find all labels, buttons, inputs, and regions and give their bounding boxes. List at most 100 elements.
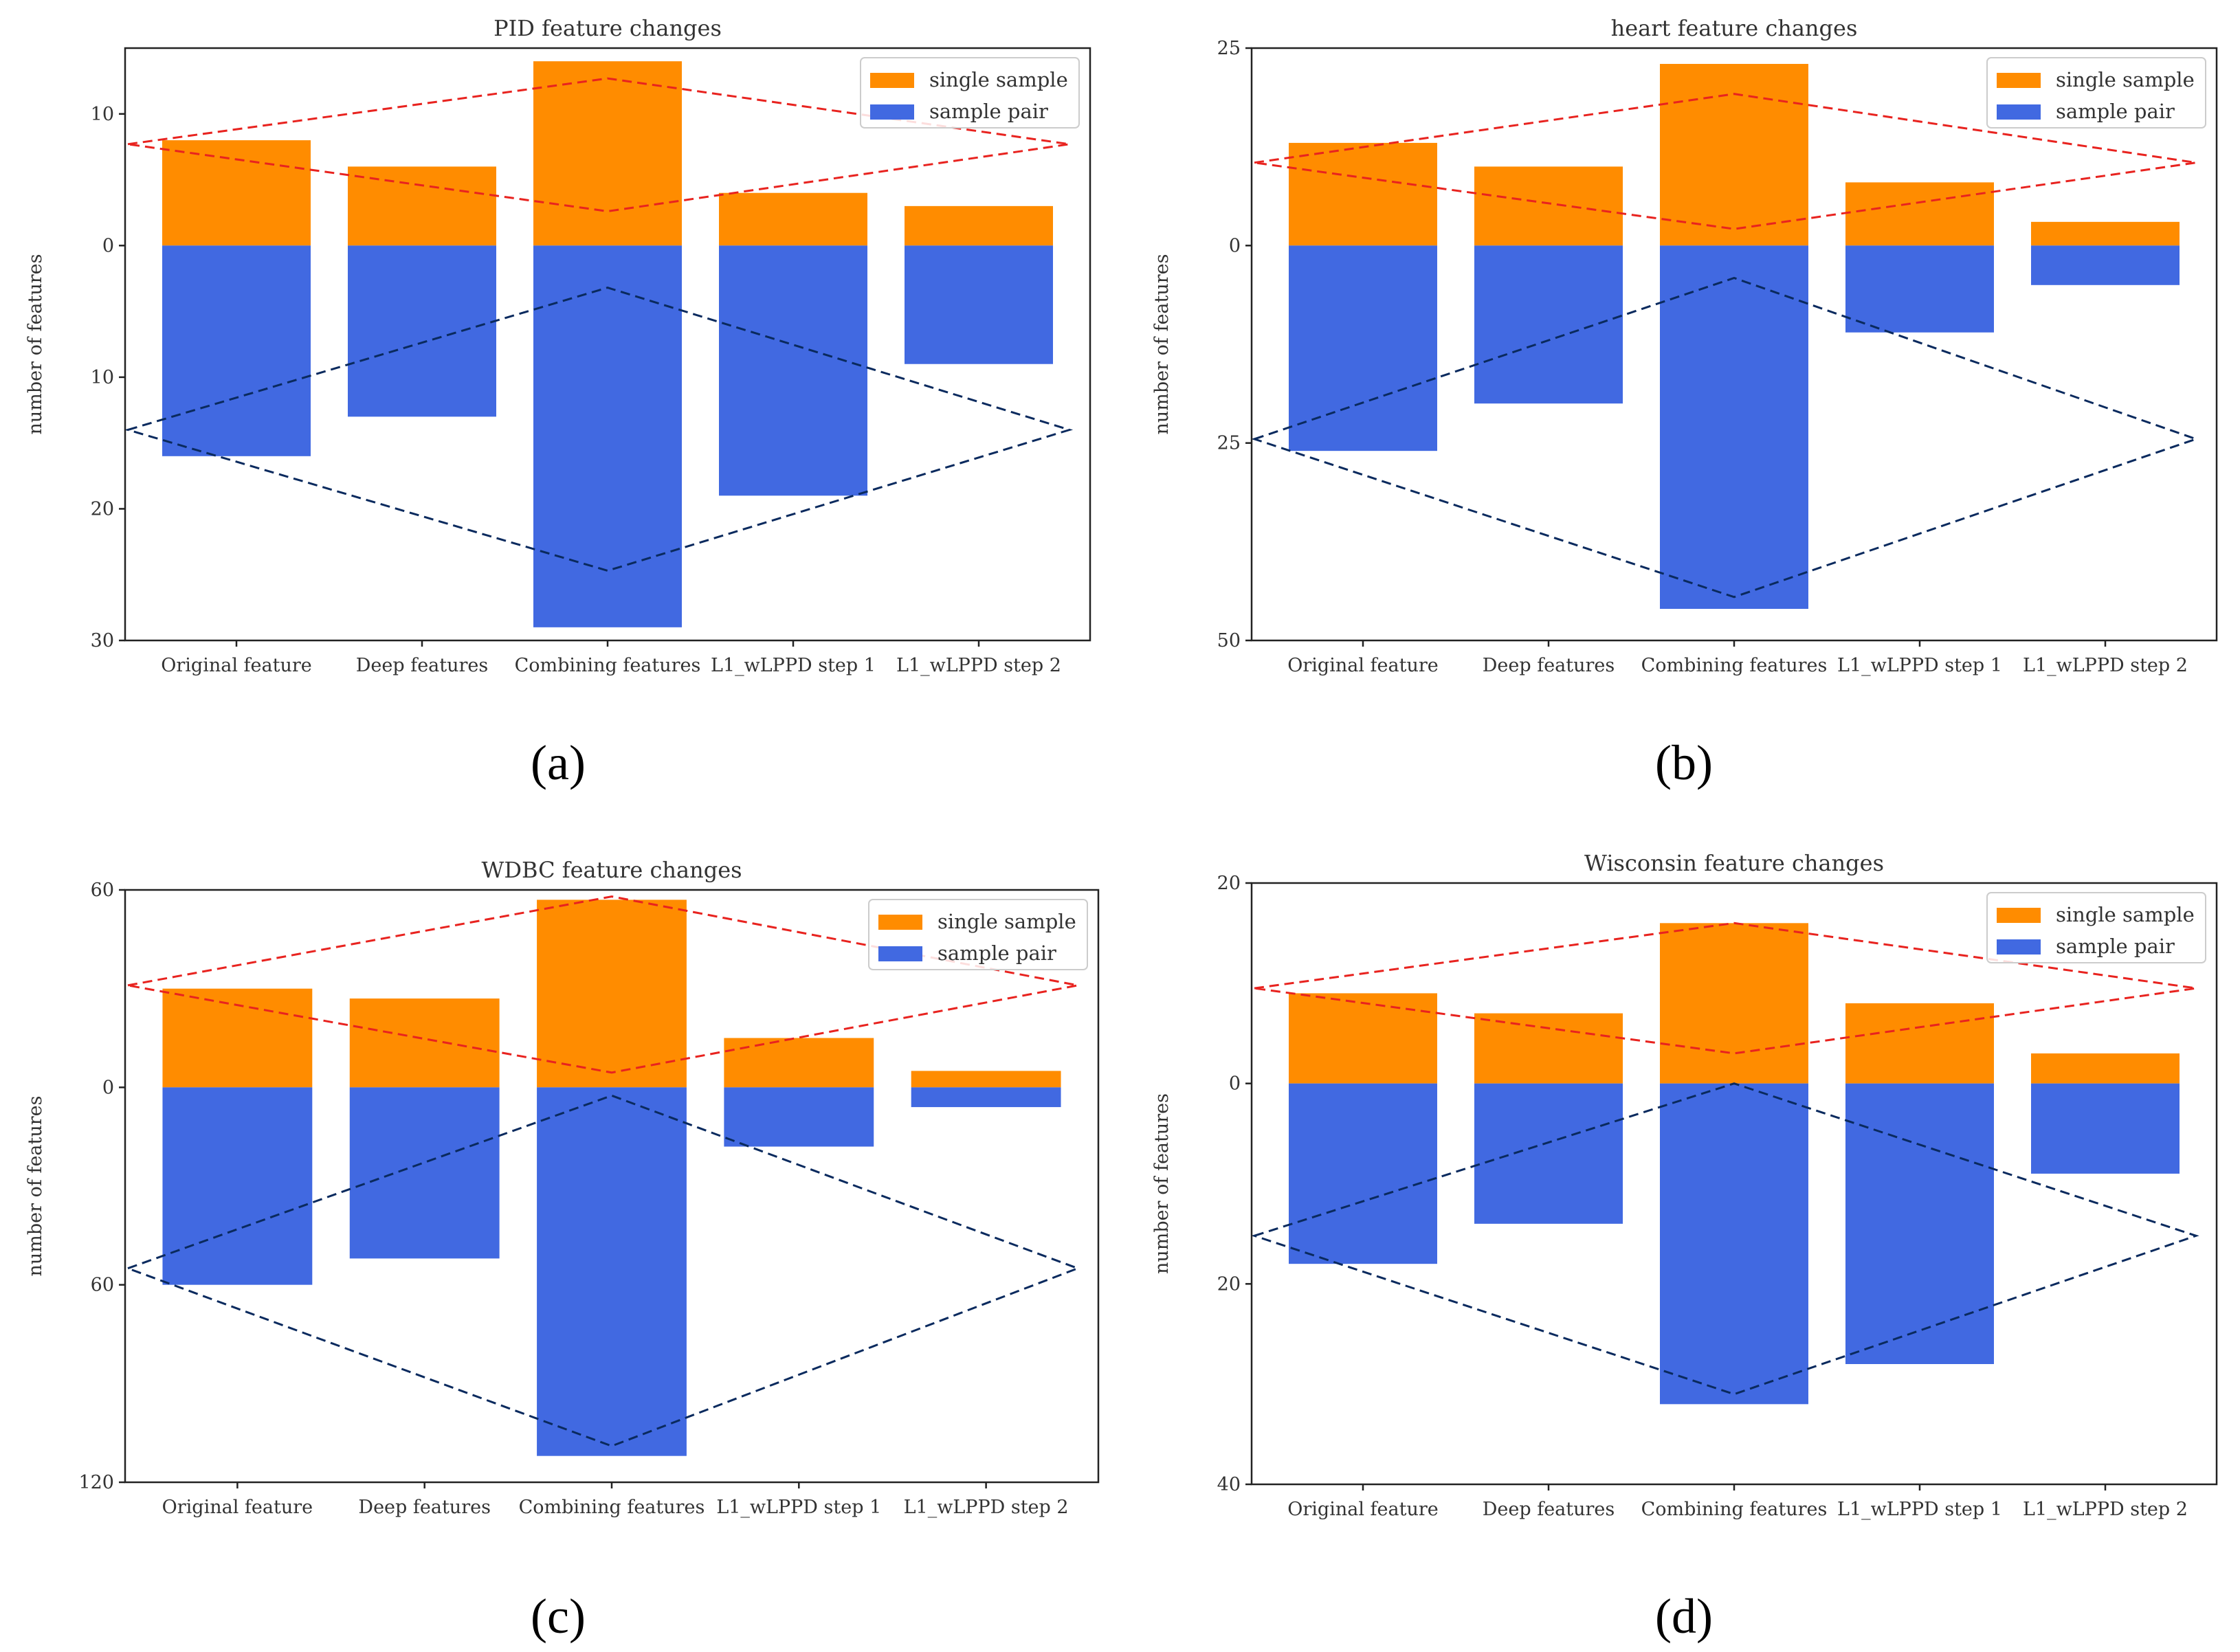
panel-d-chart-title: Wisconsin feature changes [1584,850,1884,876]
panel-b-sample-pair-bar-2 [1474,245,1623,404]
panel-c-x-tick-label-3: Combining features [519,1497,705,1518]
panel-c-sample-pair-bar-5 [911,1087,1061,1108]
panel-d-sample-pair-bar-5 [2031,1083,2180,1174]
panel-b-x-tick-label-3: Combining features [1641,655,1828,676]
panel-b-sample-pair-bar-5 [2031,245,2180,285]
panel-d-x-tick-label-1: Original feature [1287,1499,1439,1520]
panel-d-sample-pair-bar-2 [1474,1083,1623,1224]
panel-label-b: (b) [1655,735,1713,790]
panel-d-sample-pair-bar-3 [1660,1083,1808,1405]
panel-d-single-sample-bar-2 [1474,1013,1623,1084]
panel-b-y-tick-label-2: 25 [1217,433,1241,454]
panel-d-single-sample-bar-3 [1660,923,1808,1084]
panel-a-upper-dashed-outline [127,77,1070,213]
panel-d-y-axis-label: number of features [1151,1093,1173,1274]
panel-a-x-tick-label-3: Combining features [515,655,701,676]
panel-a-y-tick-label-1: 30 [91,630,114,651]
panel-d-lower-dashed-outline [1251,1082,2199,1396]
panel-d-single-sample-bar-4 [1845,1003,1994,1084]
panel-a-x-tick-label-2: Deep features [356,655,489,676]
panel-d-legend-swatch-sample-pair [1997,939,2041,955]
panel-a-legend-swatch-sample-pair [870,104,914,120]
panel-d-x-tick-label-2: Deep features [1483,1499,1615,1520]
panel-c-y-tick-label-3: 0 [102,1077,114,1098]
panel-c-x-tick-label-4: L1_wLPPD step 1 [716,1497,881,1518]
panel-b-legend-swatch-single-sample [1997,73,2041,88]
panel-b-sample-pair-bar-1 [1289,245,1437,451]
panel-b-x-tick-label-2: Deep features [1483,655,1615,676]
panel-b-legend-box [1986,57,2206,129]
panel-a-sample-pair-bar-2 [348,245,496,417]
panel-c-legend-swatch-sample-pair [878,946,922,961]
panel-b-legend-swatch-sample-pair [1997,104,2041,120]
panel-b-lower-dashed-outline [1251,276,2199,599]
panel-b-x-tick-label-4: L1_wLPPD step 1 [1837,655,2002,676]
panel-c-single-sample-bar-5 [911,1071,1061,1088]
panel-c-sample-pair-bar-4 [724,1087,874,1147]
panel-label-a: (a) [531,735,586,790]
panel-c-lower-dashed-outline [124,1094,1081,1447]
panel-b-y-axis-label: number of features [1151,254,1173,434]
panel-a-legend-box [860,57,1080,129]
panel-c-x-tick-label-5: L1_wLPPD step 2 [904,1497,1069,1518]
panel-b-single-sample-bar-2 [1474,166,1623,246]
panel-b-chart-title: heart feature changes [1611,15,1858,41]
panel-d-y-tick-label-2: 20 [1217,1273,1241,1295]
panel-a-chart-title: PID feature changes [494,15,722,41]
panel-c-chart-title: WDBC feature changes [481,857,742,883]
panel-b-y-tick-label-3: 0 [1229,235,1241,256]
panel-a-y-tick-label-5: 10 [91,104,114,125]
panel-b-upper-dashed-outline [1254,93,2197,230]
panel-b-sample-pair-bar-3 [1660,245,1808,610]
panel-c-sample-pair-bar-3 [537,1087,687,1456]
panel-d-x-tick-label-3: Combining features [1641,1499,1828,1520]
panel-a-y-tick-label-4: 0 [102,235,114,256]
panel-a-single-sample-bar-4 [719,192,867,246]
panel-a-legend-label-sample-pair: sample pair [929,100,1048,123]
panel-a-y-tick-label-3: 10 [91,367,114,388]
panel-d-legend-box [1986,892,2206,963]
panel-c-x-tick-label-2: Deep features [358,1497,491,1518]
panel-c-y-tick-label-4: 60 [91,880,114,901]
panel-b-y-tick-label-1: 50 [1217,630,1241,651]
panel-a-single-sample-bar-2 [348,166,496,246]
panel-a-y-axis-label: number of features [25,254,46,434]
panel-c-y-axis-label: number of features [25,1095,46,1276]
panel-c-sample-pair-bar-1 [162,1087,313,1285]
panel-b-x-tick-label-1: Original feature [1287,655,1439,676]
panel-c-single-sample-bar-2 [349,998,500,1088]
panel-c-legend-swatch-single-sample [878,915,922,930]
panel-d-legend-label-single-sample: single sample [2056,903,2195,926]
panel-d-x-tick-label-5: L1_wLPPD step 2 [2023,1499,2188,1520]
panel-b-x-tick-label-5: L1_wLPPD step 2 [2023,655,2188,676]
panel-c-legend-label-sample-pair: sample pair [938,941,1056,965]
panel-c-sample-pair-bar-2 [349,1087,500,1259]
panel-d-single-sample-bar-5 [2031,1053,2180,1084]
panel-c-y-tick-label-2: 60 [91,1275,114,1296]
panel-d-legend-swatch-single-sample [1997,908,2041,923]
panel-c-single-sample-bar-3 [537,900,687,1088]
panel-d-y-tick-label-3: 0 [1229,1073,1241,1095]
panel-c-x-tick-label-1: Original feature [162,1497,313,1518]
panel-a-legend-swatch-single-sample [870,73,914,88]
panel-b-y-tick-label-4: 25 [1217,38,1241,59]
panel-a-legend-label-single-sample: single sample [929,68,1068,91]
panel-b-legend-label-sample-pair: sample pair [2056,100,2175,123]
panel-label-c: (c) [531,1589,586,1644]
panel-b-single-sample-bar-1 [1289,142,1437,246]
panel-a-single-sample-bar-3 [533,61,682,246]
panel-b-single-sample-bar-5 [2031,221,2180,246]
panel-b-single-sample-bar-4 [1845,182,1994,246]
panel-c-y-tick-label-1: 120 [78,1472,114,1493]
panel-b-sample-pair-bar-4 [1845,245,1994,333]
panel-d-y-tick-label-4: 20 [1217,873,1241,894]
panel-a-sample-pair-bar-5 [905,245,1053,364]
panel-c-legend-box [868,899,1088,970]
panel-a-single-sample-bar-5 [905,205,1053,246]
panel-a-sample-pair-bar-4 [719,245,867,496]
